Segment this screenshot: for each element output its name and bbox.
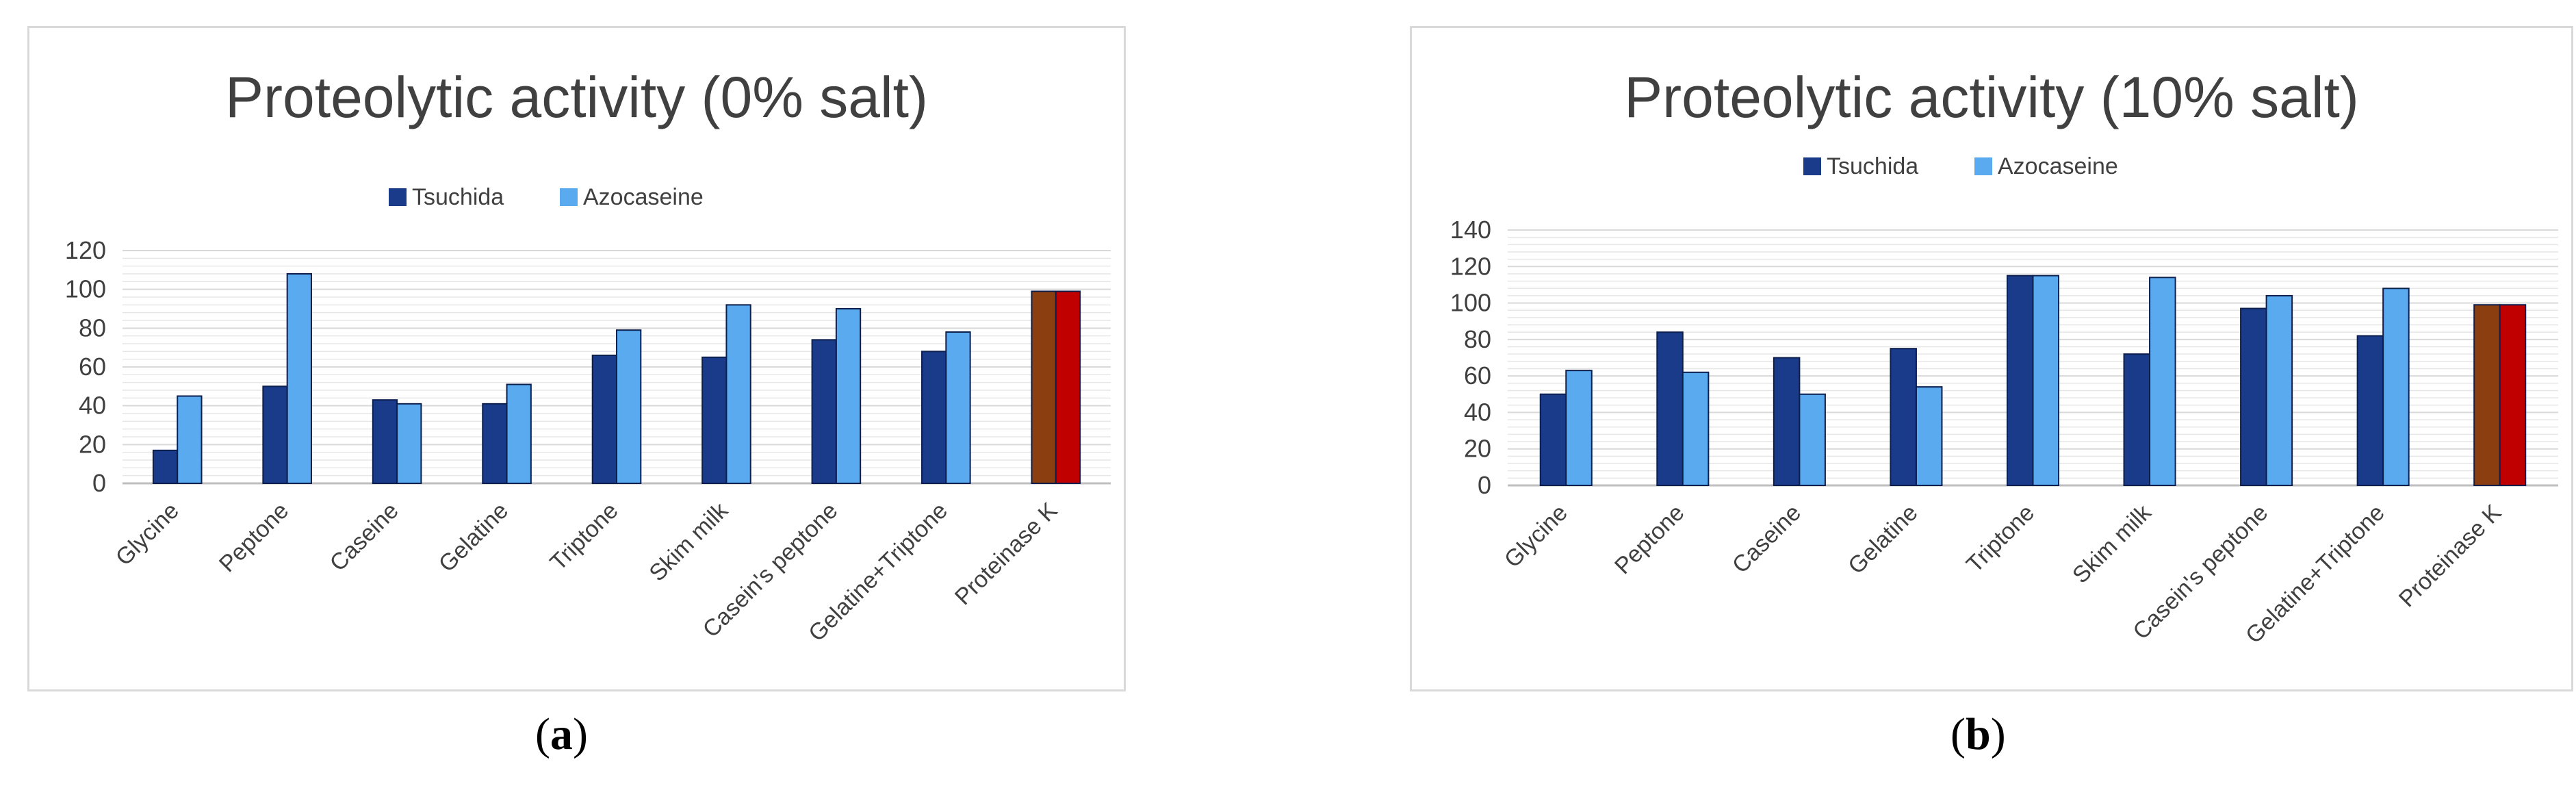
bar-tsuchida <box>2240 307 2267 486</box>
bar-tsuchida <box>1031 290 1057 484</box>
bar-azocaseine <box>1799 393 1826 486</box>
bar-tsuchida <box>1773 357 1801 486</box>
bar-tsuchida <box>811 339 837 485</box>
caption-b-open: ( <box>1950 709 1966 759</box>
y-tick-label: 120 <box>65 236 106 264</box>
bar-azocaseine <box>2149 277 2176 486</box>
bar-azocaseine <box>725 304 751 484</box>
legend-label: Tsuchida <box>1827 153 1918 179</box>
bar-tsuchida <box>1656 331 1684 487</box>
y-tick-label: 80 <box>1464 325 1491 353</box>
bar-tsuchida <box>1890 348 1917 486</box>
bar-tsuchida <box>482 403 508 484</box>
y-tick-label: 40 <box>79 392 106 420</box>
x-tick-label: Proteinase K <box>2394 500 2507 613</box>
bar-tsuchida <box>2473 304 2501 486</box>
legend-label: Azocaseine <box>583 184 704 210</box>
y-tick-label: 100 <box>65 275 106 303</box>
bar-azocaseine <box>2499 304 2527 486</box>
bar-azocaseine <box>2032 275 2060 486</box>
x-tick-label: Skim milk <box>2068 499 2156 588</box>
caption-b-close: ) <box>1990 709 2006 759</box>
legend-label: Azocaseine <box>1998 153 2118 179</box>
caption-a: (a) <box>535 712 588 757</box>
legend-swatch <box>389 188 407 206</box>
bar-azocaseine <box>616 329 642 484</box>
y-tick-label: 120 <box>1450 252 1491 280</box>
y-tick-label: 140 <box>1450 216 1491 244</box>
bar-tsuchida <box>921 351 947 485</box>
bars <box>1539 275 2527 487</box>
bar-tsuchida <box>2356 335 2384 486</box>
bar-tsuchida <box>1539 393 1567 486</box>
x-tick-label: Caseine <box>325 498 404 576</box>
chart-panel-a: 0 20 40 60 80 100 120 Proteolytic activity (0% … <box>27 26 1126 691</box>
legend: Tsuchida Azocaseine <box>1803 153 2118 179</box>
bar-tsuchida <box>152 449 179 484</box>
x-tick-label: Proteinase K <box>950 498 1063 611</box>
x-tick-label: Gelatine <box>434 498 513 577</box>
caption-a-open: ( <box>535 709 550 759</box>
y-tick-label: 60 <box>1464 361 1491 390</box>
x-tick-label: Glycine <box>111 498 184 571</box>
bar-azocaseine <box>2382 288 2410 486</box>
y-tick-label: 100 <box>1450 289 1491 317</box>
y-tick-label: 20 <box>79 430 106 458</box>
caption-b: (b) <box>1950 712 2006 757</box>
bar-azocaseine <box>2265 294 2293 486</box>
bar-azocaseine <box>1055 290 1081 484</box>
x-tick-label: Peptone <box>214 498 294 577</box>
caption-a-letter: a <box>550 709 573 759</box>
chart-b: 0 20 40 60 80 100 120 140 Proteolytic activity (… <box>1450 65 2558 649</box>
bar-azocaseine <box>1565 370 1593 486</box>
bar-azocaseine <box>506 383 532 484</box>
caption-a-close: ) <box>572 709 588 759</box>
bars <box>152 273 1081 485</box>
y-tick-label: 20 <box>1464 435 1491 463</box>
chart-title: Proteolytic activity (10% salt) <box>1624 65 2359 129</box>
bar-azocaseine <box>286 273 312 484</box>
x-tick-label: Peptone <box>1610 500 1689 579</box>
y-tick-label: 80 <box>79 314 106 342</box>
chart-a: 0 20 40 60 80 100 120 Proteolytic activity (0% … <box>65 65 1111 647</box>
bar-tsuchida <box>262 385 288 484</box>
y-tick-label: 0 <box>1478 471 1491 499</box>
bar-tsuchida <box>372 399 398 485</box>
bar-azocaseine <box>945 331 971 484</box>
y-tick-label: 40 <box>1464 398 1491 426</box>
chart-panel-b: 0 20 40 60 80 100 120 140 Proteolytic activity (… <box>1410 26 2573 691</box>
y-tick-label: 60 <box>79 353 106 381</box>
x-tick-label: Gelatine <box>1843 500 1922 579</box>
x-tick-label: Triptone <box>545 498 623 576</box>
bar-azocaseine <box>396 403 422 484</box>
bar-tsuchida <box>2123 353 2151 486</box>
x-axis: Glycine Peptone Caseine Gelatine Triptone Ski… <box>111 497 1063 646</box>
x-axis: Glycine Peptone Caseine Gelatine Triptone Ski… <box>1499 499 2507 648</box>
legend-swatch <box>1974 157 1992 175</box>
x-tick-label: Caseine <box>1727 500 1806 579</box>
bar-azocaseine <box>177 395 203 484</box>
bar-tsuchida <box>701 356 727 485</box>
x-tick-label: Triptone <box>1961 500 2039 578</box>
bar-azocaseine <box>1682 371 1710 487</box>
y-tick-label: 0 <box>92 469 106 497</box>
bar-azocaseine <box>1915 386 1943 487</box>
legend: Tsuchida Azocaseine <box>389 184 704 210</box>
x-tick-label: Skim milk <box>644 497 733 586</box>
bar-azocaseine <box>835 308 862 484</box>
x-tick-label: Glycine <box>1499 500 1573 573</box>
legend-swatch <box>560 188 578 206</box>
legend-label: Tsuchida <box>412 184 504 210</box>
caption-b-letter: b <box>1965 709 1991 759</box>
chart-title: Proteolytic activity (0% salt) <box>225 65 928 129</box>
bar-tsuchida <box>2006 275 2034 486</box>
bar-tsuchida <box>591 355 617 484</box>
legend-swatch <box>1803 157 1821 175</box>
